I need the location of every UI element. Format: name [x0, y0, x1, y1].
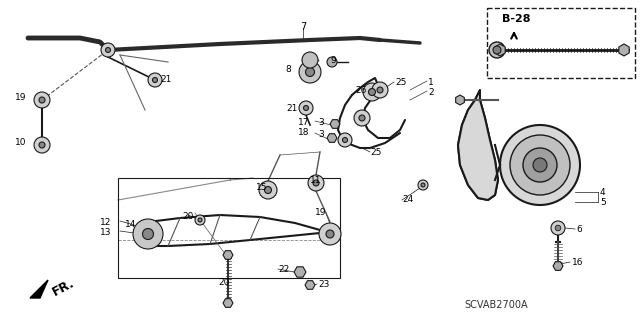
- Bar: [487, 8, 635, 78]
- Circle shape: [319, 223, 341, 245]
- Text: 11: 11: [310, 176, 321, 185]
- Text: 3: 3: [318, 118, 324, 127]
- Circle shape: [133, 219, 163, 249]
- Circle shape: [299, 101, 313, 115]
- Text: 4: 4: [600, 188, 605, 197]
- Circle shape: [148, 73, 162, 87]
- Circle shape: [308, 175, 324, 191]
- Polygon shape: [30, 280, 48, 298]
- Text: 20: 20: [182, 212, 193, 221]
- Polygon shape: [495, 44, 505, 56]
- Text: 8: 8: [285, 65, 291, 74]
- Text: 21: 21: [160, 75, 172, 84]
- Text: 7: 7: [300, 22, 306, 32]
- Circle shape: [106, 48, 111, 53]
- Circle shape: [342, 137, 348, 143]
- Text: 1: 1: [428, 78, 434, 87]
- Text: 3: 3: [318, 130, 324, 139]
- Polygon shape: [330, 120, 340, 128]
- Text: 25: 25: [395, 78, 406, 87]
- Circle shape: [556, 225, 561, 231]
- Circle shape: [195, 215, 205, 225]
- Text: 19: 19: [15, 93, 26, 102]
- Text: 5: 5: [600, 198, 605, 207]
- Circle shape: [34, 137, 50, 153]
- Circle shape: [305, 68, 314, 77]
- Text: 19: 19: [315, 208, 326, 217]
- Polygon shape: [294, 267, 306, 277]
- Text: 16: 16: [572, 258, 584, 267]
- Circle shape: [326, 230, 334, 238]
- Circle shape: [338, 133, 352, 147]
- Text: 18: 18: [298, 128, 310, 137]
- Circle shape: [493, 46, 501, 54]
- Circle shape: [143, 228, 154, 240]
- Text: 23: 23: [318, 280, 330, 289]
- Circle shape: [299, 61, 321, 83]
- Circle shape: [198, 218, 202, 222]
- Text: 17: 17: [298, 118, 310, 127]
- Circle shape: [489, 42, 505, 58]
- Circle shape: [377, 87, 383, 93]
- Circle shape: [327, 57, 337, 67]
- Text: 10: 10: [15, 138, 26, 147]
- Text: 20: 20: [218, 278, 229, 287]
- Circle shape: [303, 106, 308, 110]
- Polygon shape: [456, 95, 465, 105]
- Circle shape: [523, 148, 557, 182]
- Text: 14: 14: [125, 220, 136, 229]
- Circle shape: [354, 110, 370, 126]
- Text: FR.: FR.: [50, 276, 77, 298]
- Text: 9: 9: [330, 56, 336, 65]
- Circle shape: [313, 180, 319, 186]
- Circle shape: [264, 187, 271, 194]
- Text: 15: 15: [256, 183, 268, 192]
- Circle shape: [359, 115, 365, 121]
- Circle shape: [363, 83, 381, 101]
- Polygon shape: [223, 299, 233, 307]
- Text: 12: 12: [100, 218, 111, 227]
- Text: 25: 25: [370, 148, 381, 157]
- Circle shape: [39, 142, 45, 148]
- Polygon shape: [619, 44, 629, 56]
- Circle shape: [34, 92, 50, 108]
- Circle shape: [500, 125, 580, 205]
- Text: 13: 13: [100, 228, 111, 237]
- Circle shape: [302, 52, 318, 68]
- Circle shape: [369, 88, 376, 95]
- Circle shape: [510, 135, 570, 195]
- Text: B-28: B-28: [502, 14, 531, 24]
- Circle shape: [372, 82, 388, 98]
- Polygon shape: [223, 251, 233, 259]
- Circle shape: [551, 221, 565, 235]
- Bar: [118, 178, 340, 278]
- Text: 21: 21: [286, 104, 298, 113]
- Circle shape: [418, 180, 428, 190]
- Circle shape: [101, 43, 115, 57]
- Text: 6: 6: [576, 225, 582, 234]
- Text: 2: 2: [428, 88, 434, 97]
- Polygon shape: [553, 262, 563, 270]
- Circle shape: [259, 181, 277, 199]
- Polygon shape: [327, 134, 337, 142]
- Circle shape: [152, 78, 157, 83]
- Circle shape: [39, 97, 45, 103]
- Polygon shape: [458, 90, 498, 200]
- Text: 26: 26: [355, 86, 366, 95]
- Circle shape: [421, 183, 425, 187]
- Text: SCVAB2700A: SCVAB2700A: [464, 300, 527, 310]
- Polygon shape: [305, 281, 315, 289]
- Circle shape: [533, 158, 547, 172]
- Text: 24: 24: [402, 195, 413, 204]
- Text: 22: 22: [278, 265, 289, 274]
